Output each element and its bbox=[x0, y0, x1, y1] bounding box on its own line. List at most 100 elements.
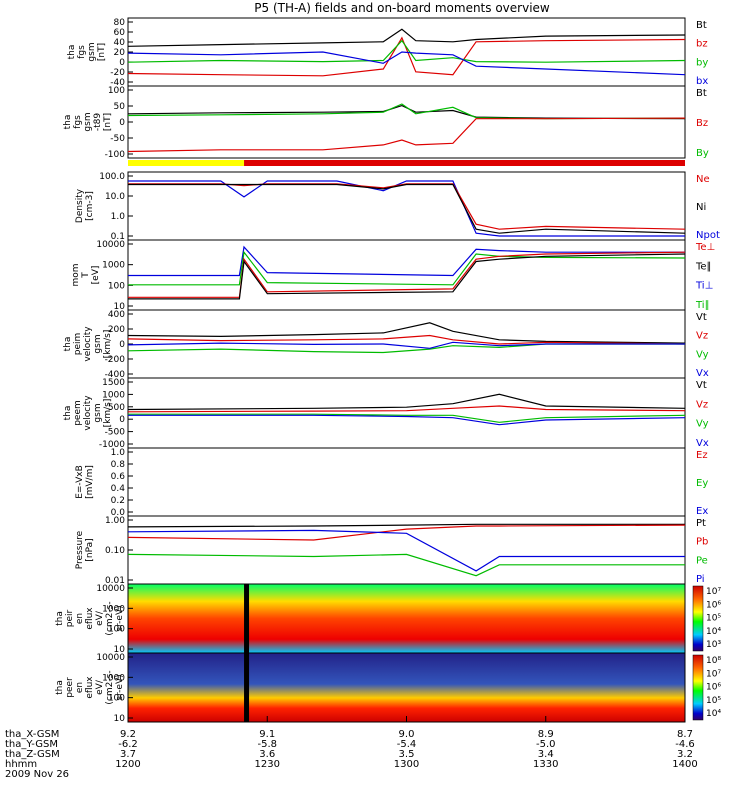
series-line-By bbox=[127, 103, 686, 120]
legend-label: Ti⊥ bbox=[695, 281, 713, 292]
orbit-row-label: tha_Z-GSM bbox=[5, 749, 60, 760]
figure-title: P5 (TH-A) fields and on-board moments ov… bbox=[254, 1, 550, 15]
orbit-row-label: hhmm bbox=[5, 759, 37, 770]
legend-label: Pb bbox=[696, 537, 708, 548]
panel-3: 10000 1000 100 10 momT[eV] Te⊥ Te∥ Ti⊥ Ti∥ bbox=[71, 239, 715, 312]
panel-9: 10⁸ 10⁷ 10⁶ 10⁵ 10⁴ 10000 1000 100 10 thapeerenef… bbox=[55, 652, 721, 724]
y-tick-label: 0 bbox=[119, 415, 125, 425]
y-tick-label: 10.0 bbox=[105, 192, 125, 202]
series-line-Vx bbox=[128, 414, 686, 426]
legend-label: Ex bbox=[696, 506, 708, 517]
panel-4: 400 200 0 -200 -400 thapeimvelocitygsm[km/s] V… bbox=[63, 309, 709, 380]
legend-label: Npot bbox=[696, 230, 720, 241]
y-tick-label: -20 bbox=[110, 68, 125, 78]
legend-label: Ni bbox=[696, 202, 706, 213]
y-tick-label: 500 bbox=[108, 403, 125, 413]
y-tick-label: 0 bbox=[119, 118, 125, 128]
orbit-value: -6.2 bbox=[118, 739, 138, 750]
y-axis-label: momT[eV] bbox=[71, 263, 101, 286]
orbit-value: 3.4 bbox=[538, 749, 554, 760]
y-tick-label: 1.0 bbox=[111, 448, 126, 458]
legend-label: Vx bbox=[696, 438, 709, 449]
y-tick-label: -200 bbox=[105, 355, 126, 365]
orbit-row-label: tha_X-GSM bbox=[5, 729, 59, 740]
panel-6: 1.0 0.8 0.6 0.4 0.2 0.0 E=-VxB[mV/m] Ez Ey Ex bbox=[75, 447, 708, 518]
orbit-value: 3.5 bbox=[399, 749, 415, 760]
y-axis-label: thapeimvelocitygsm[km/s] bbox=[63, 326, 113, 362]
colorbar-tick-label: 10⁴ bbox=[706, 627, 721, 637]
panel-8: 10⁷ 10⁶ 10⁵ 10⁴ 10³ 10000 1000 100 10 thapeirenef… bbox=[55, 583, 721, 655]
y-tick-label: -400 bbox=[105, 370, 126, 380]
panel-frame bbox=[127, 171, 686, 241]
y-tick-label: 1.00 bbox=[105, 516, 125, 526]
y-tick-label: 0 bbox=[119, 340, 125, 350]
panel-1: 100 50 0 -50 -100 thafgsgsm-t89[nT] Bt Bz By bbox=[63, 85, 709, 160]
legend-label: bz bbox=[696, 39, 708, 50]
legend-label: Vz bbox=[696, 331, 708, 342]
y-tick-label: -100 bbox=[105, 150, 126, 160]
y-tick-label: 0.10 bbox=[105, 546, 125, 556]
y-tick-label: 400 bbox=[108, 310, 125, 320]
legend-label: Ez bbox=[696, 450, 708, 461]
y-tick-label: 10000 bbox=[96, 584, 125, 594]
spectrogram bbox=[128, 653, 685, 722]
spectrogram-gap bbox=[244, 584, 250, 653]
y-tick-label: 1.0 bbox=[111, 212, 126, 222]
y-tick-label: 20 bbox=[114, 48, 126, 58]
panel-frame bbox=[127, 85, 686, 159]
orbit-value: -4.6 bbox=[675, 739, 695, 750]
legend-label: Vt bbox=[696, 312, 707, 323]
y-tick-label: 60 bbox=[114, 28, 126, 38]
y-axis-label: thapeemvelocitygsm[km/s] bbox=[63, 395, 113, 431]
orbit-value: -5.8 bbox=[257, 739, 277, 750]
y-tick-label: 0.2 bbox=[111, 496, 125, 506]
legend-label: Te⊥ bbox=[695, 242, 715, 253]
y-tick-label: 0.1 bbox=[111, 232, 125, 242]
y-tick-label: -50 bbox=[110, 134, 125, 144]
y-tick-label: 40 bbox=[114, 38, 126, 48]
orbit-row-label: tha_Y-GSM bbox=[5, 739, 58, 750]
legend-label: Bt bbox=[696, 20, 707, 31]
y-tick-label: 1500 bbox=[102, 378, 125, 388]
y-tick-label: 100 bbox=[108, 281, 125, 291]
orbit-value: 3.7 bbox=[120, 749, 136, 760]
orbit-value: 1230 bbox=[255, 759, 280, 770]
legend-label: by bbox=[696, 57, 708, 68]
y-tick-label: 1000 bbox=[102, 604, 125, 614]
y-tick-label: 1000 bbox=[102, 673, 125, 683]
orbit-value: 8.7 bbox=[677, 729, 693, 740]
y-axis-label: thapeirenefluxeV/(cm2-s-sr-eV) bbox=[55, 601, 125, 635]
time-axis bbox=[127, 716, 686, 722]
y-tick-label: -500 bbox=[105, 428, 126, 438]
legend-label: Vz bbox=[696, 399, 708, 410]
colorbar-tick-label: 10⁴ bbox=[706, 709, 721, 719]
panel-frame bbox=[127, 447, 686, 517]
y-axis-label: thafgsgsm[nT] bbox=[67, 42, 107, 61]
date-label: 2009 Nov 26 bbox=[5, 769, 69, 780]
series-line-Ne bbox=[128, 183, 686, 230]
orbit-value: 8.9 bbox=[538, 729, 554, 740]
legend-label: Ne bbox=[696, 174, 710, 185]
y-tick-label: 0.0 bbox=[111, 508, 126, 518]
series-line-Bz bbox=[127, 117, 686, 153]
y-axis-label: Pressure[nPa] bbox=[75, 530, 95, 569]
legend-label: Pt bbox=[696, 518, 706, 529]
y-tick-label: 100 bbox=[108, 694, 125, 704]
colorbar-tick-label: 10⁶ bbox=[706, 600, 721, 610]
y-tick-label: 10 bbox=[114, 645, 126, 655]
colorbar-tick-label: 10⁸ bbox=[706, 656, 721, 666]
orbit-value: 9.2 bbox=[120, 729, 136, 740]
legend-label: Bz bbox=[696, 118, 708, 129]
legend-label: Pi bbox=[696, 574, 705, 585]
mode-bar bbox=[128, 160, 685, 166]
spectrogram-gap bbox=[244, 653, 250, 722]
orbit-value: 9.0 bbox=[399, 729, 415, 740]
colorbar-tick-label: 10³ bbox=[706, 640, 721, 650]
series-line-Vz bbox=[127, 334, 686, 345]
orbit-value: 1400 bbox=[672, 759, 697, 770]
series-line-Ti⊥ bbox=[128, 245, 685, 277]
y-tick-label: 100.0 bbox=[99, 172, 125, 182]
legend-label: Bt bbox=[696, 88, 707, 99]
legend-label: Pe bbox=[696, 555, 708, 566]
